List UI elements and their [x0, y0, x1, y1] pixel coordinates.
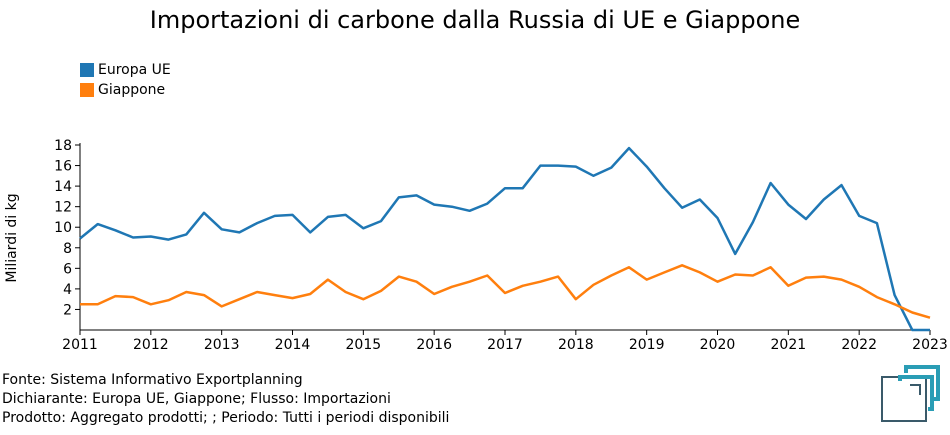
- x-tick-label: 2021: [771, 337, 807, 353]
- y-tick-label: 4: [63, 282, 72, 298]
- x-tick-label: 2012: [133, 337, 169, 353]
- footer-declarant: Dichiarante: Europa UE, Giappone; Flusso…: [2, 391, 391, 407]
- footer-product: Prodotto: Aggregato prodotti; ; Periodo:…: [2, 410, 450, 426]
- x-tick-label: 2022: [841, 337, 877, 353]
- legend-item-giappone: Giappone: [80, 80, 171, 100]
- y-tick-label: 18: [54, 138, 72, 154]
- x-tick-label: 2017: [487, 337, 523, 353]
- line-chart: 2 4 6 8 10 12 14 16 18 2011 2012 2013 2014 2015 2016 20…: [54, 138, 948, 353]
- y-tick-label: 14: [54, 179, 72, 195]
- y-tick-label: 10: [54, 220, 72, 236]
- legend-swatch-europa-ue: [80, 63, 94, 77]
- chart-title: Importazioni di carbone dalla Russia di …: [149, 6, 801, 34]
- x-tick-label: 2020: [700, 337, 736, 353]
- x-tick-label: 2013: [204, 337, 240, 353]
- footer: Fonte: Sistema Informativo Exportplannin…: [2, 371, 449, 428]
- legend-swatch-giappone: [80, 83, 94, 97]
- x-tick-label: 2011: [62, 337, 98, 353]
- x-tick-label: 2019: [629, 337, 665, 353]
- y-tick-label: 12: [54, 200, 72, 216]
- legend-label-europa-ue: Europa UE: [98, 62, 171, 78]
- x-tick-label: 2015: [346, 337, 382, 353]
- chart-legend: Europa UE Giappone: [80, 60, 171, 100]
- y-tick-label: 2: [63, 302, 72, 318]
- x-tick-label: 2016: [416, 337, 452, 353]
- legend-label-giappone: Giappone: [98, 82, 166, 98]
- y-tick-label: 6: [63, 261, 72, 277]
- series-line-giappone: [80, 264, 931, 319]
- exportplanning-logo: [881, 365, 940, 422]
- series-line-europa-ue: [79, 146, 930, 332]
- footer-source: Fonte: Sistema Informativo Exportplannin…: [2, 372, 303, 388]
- y-tick-label: 8: [63, 241, 72, 257]
- x-tick-label: 2014: [275, 337, 311, 353]
- x-tick-label: 2023: [912, 337, 948, 353]
- y-tick-label: 16: [54, 159, 72, 175]
- legend-item-europa-ue: Europa UE: [80, 60, 171, 80]
- x-tick-label: 2018: [558, 337, 594, 353]
